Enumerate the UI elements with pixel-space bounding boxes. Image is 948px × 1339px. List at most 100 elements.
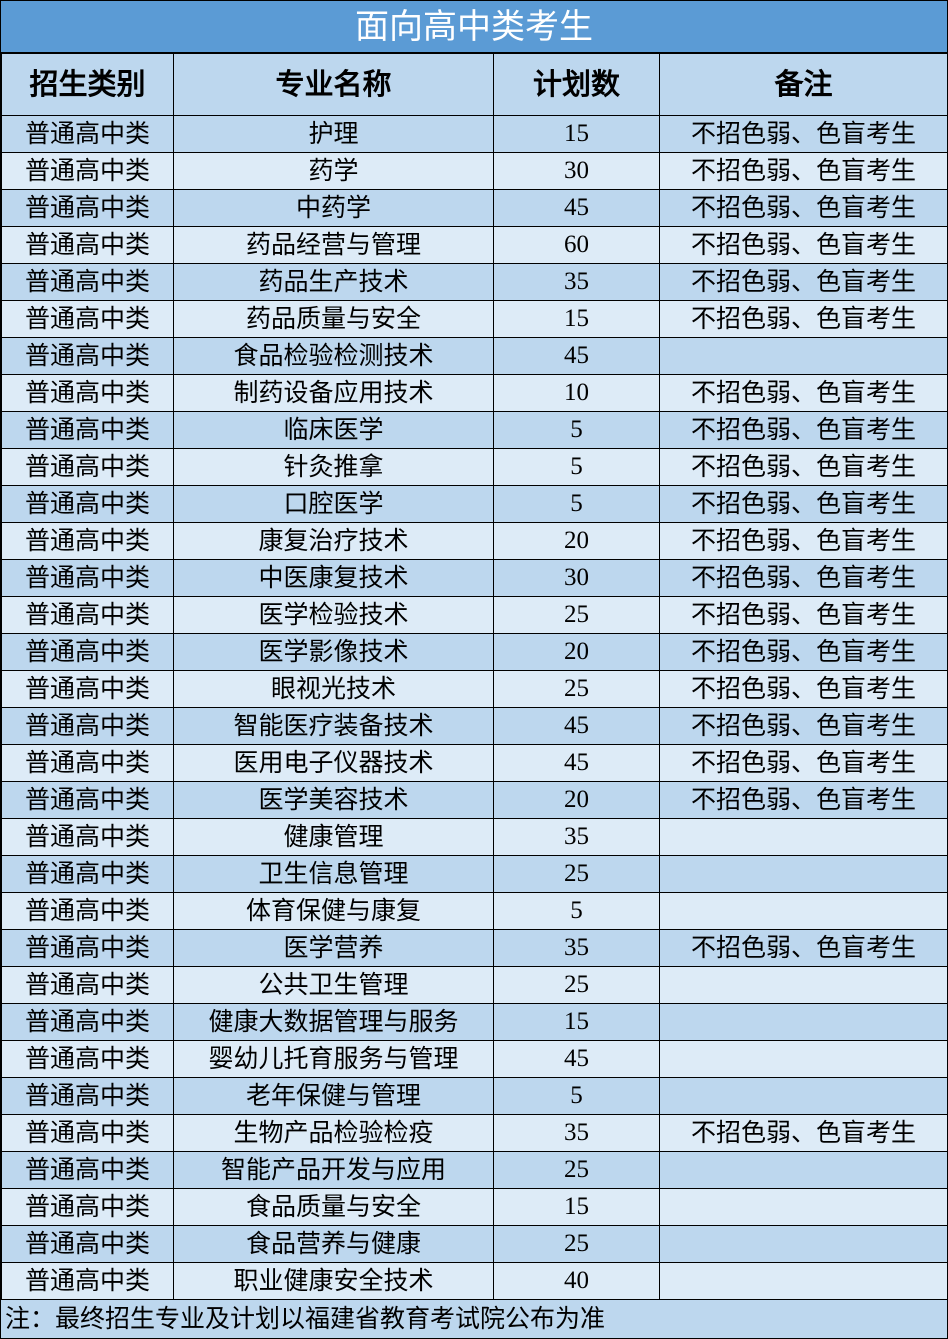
cell-plan-count: 20	[493, 633, 660, 671]
cell-major: 食品质量与安全	[173, 1188, 494, 1226]
cell-category: 普通高中类	[1, 744, 174, 782]
cell-remarks: 不招色弱、色盲考生	[659, 559, 948, 597]
cell-category: 普通高中类	[1, 411, 174, 449]
cell-plan-count: 25	[493, 596, 660, 634]
cell-remarks: 不招色弱、色盲考生	[659, 448, 948, 486]
cell-major: 健康管理	[173, 818, 494, 856]
table-row: 普通高中类 医学美容技术 20 不招色弱、色盲考生	[1, 781, 948, 819]
cell-category: 普通高中类	[1, 374, 174, 412]
cell-plan-count: 30	[493, 152, 660, 190]
cell-remarks: 不招色弱、色盲考生	[659, 1114, 948, 1152]
cell-remarks: 不招色弱、色盲考生	[659, 744, 948, 782]
cell-major: 智能产品开发与应用	[173, 1151, 494, 1189]
cell-remarks: 不招色弱、色盲考生	[659, 189, 948, 227]
enrollment-table: 招生类别 专业名称 计划数 备注 普通高中类 护理 15 不招色弱、色盲考生 普通高中类…	[1, 53, 948, 1300]
table-row: 普通高中类 医学营养 35 不招色弱、色盲考生	[1, 929, 948, 967]
cell-remarks	[659, 1188, 948, 1226]
footer-note: 注：最终招生专业及计划以福建省教育考试院公布为准	[1, 1300, 947, 1338]
cell-remarks: 不招色弱、色盲考生	[659, 226, 948, 264]
cell-category: 普通高中类	[1, 300, 174, 338]
table-row: 普通高中类 健康管理 35	[1, 818, 948, 856]
cell-remarks: 不招色弱、色盲考生	[659, 522, 948, 560]
table-row: 普通高中类 食品检验检测技术 45	[1, 337, 948, 375]
cell-remarks	[659, 966, 948, 1004]
cell-category: 普通高中类	[1, 115, 174, 153]
table-row: 普通高中类 医学影像技术 20 不招色弱、色盲考生	[1, 633, 948, 671]
cell-plan-count: 25	[493, 966, 660, 1004]
cell-major: 医学检验技术	[173, 596, 494, 634]
table-title: 面向高中类考生	[1, 1, 947, 53]
cell-remarks: 不招色弱、色盲考生	[659, 411, 948, 449]
cell-plan-count: 5	[493, 1077, 660, 1115]
cell-remarks: 不招色弱、色盲考生	[659, 633, 948, 671]
cell-category: 普通高中类	[1, 337, 174, 375]
cell-category: 普通高中类	[1, 1003, 174, 1041]
cell-major: 医用电子仪器技术	[173, 744, 494, 782]
cell-category: 普通高中类	[1, 1040, 174, 1078]
cell-plan-count: 5	[493, 485, 660, 523]
cell-category: 普通高中类	[1, 966, 174, 1004]
cell-category: 普通高中类	[1, 818, 174, 856]
cell-major: 药品质量与安全	[173, 300, 494, 338]
table-row: 普通高中类 药品生产技术 35 不招色弱、色盲考生	[1, 263, 948, 301]
cell-category: 普通高中类	[1, 1262, 174, 1300]
cell-plan-count: 45	[493, 189, 660, 227]
cell-remarks: 不招色弱、色盲考生	[659, 300, 948, 338]
cell-category: 普通高中类	[1, 1225, 174, 1263]
cell-category: 普通高中类	[1, 1077, 174, 1115]
table-row: 普通高中类 口腔医学 5 不招色弱、色盲考生	[1, 485, 948, 523]
table-row: 普通高中类 药品经营与管理 60 不招色弱、色盲考生	[1, 226, 948, 264]
cell-plan-count: 45	[493, 707, 660, 745]
cell-plan-count: 5	[493, 411, 660, 449]
cell-major: 中药学	[173, 189, 494, 227]
cell-remarks	[659, 1077, 948, 1115]
cell-plan-count: 5	[493, 892, 660, 930]
cell-major: 口腔医学	[173, 485, 494, 523]
table-row: 普通高中类 康复治疗技术 20 不招色弱、色盲考生	[1, 522, 948, 560]
cell-plan-count: 35	[493, 263, 660, 301]
cell-category: 普通高中类	[1, 559, 174, 597]
table-row: 普通高中类 婴幼儿托育服务与管理 45	[1, 1040, 948, 1078]
cell-major: 制药设备应用技术	[173, 374, 494, 412]
cell-remarks	[659, 337, 948, 375]
header-row: 招生类别 专业名称 计划数 备注	[1, 53, 948, 116]
cell-major: 眼视光技术	[173, 670, 494, 708]
cell-category: 普通高中类	[1, 263, 174, 301]
cell-remarks: 不招色弱、色盲考生	[659, 374, 948, 412]
cell-remarks	[659, 818, 948, 856]
cell-remarks: 不招色弱、色盲考生	[659, 707, 948, 745]
cell-major: 婴幼儿托育服务与管理	[173, 1040, 494, 1078]
cell-plan-count: 20	[493, 522, 660, 560]
cell-remarks	[659, 1151, 948, 1189]
cell-category: 普通高中类	[1, 670, 174, 708]
table-row: 普通高中类 针灸推拿 5 不招色弱、色盲考生	[1, 448, 948, 486]
cell-plan-count: 35	[493, 1114, 660, 1152]
cell-major: 职业健康安全技术	[173, 1262, 494, 1300]
cell-plan-count: 60	[493, 226, 660, 264]
cell-major: 康复治疗技术	[173, 522, 494, 560]
table-row: 普通高中类 体育保健与康复 5	[1, 892, 948, 930]
cell-remarks	[659, 1225, 948, 1263]
cell-plan-count: 15	[493, 1003, 660, 1041]
table-row: 普通高中类 健康大数据管理与服务 15	[1, 1003, 948, 1041]
table-row: 普通高中类 食品质量与安全 15	[1, 1188, 948, 1226]
cell-remarks	[659, 1262, 948, 1300]
table-row: 普通高中类 医学检验技术 25 不招色弱、色盲考生	[1, 596, 948, 634]
cell-remarks	[659, 892, 948, 930]
table-row: 普通高中类 智能医疗装备技术 45 不招色弱、色盲考生	[1, 707, 948, 745]
table-row: 普通高中类 制药设备应用技术 10 不招色弱、色盲考生	[1, 374, 948, 412]
cell-plan-count: 30	[493, 559, 660, 597]
table-row: 普通高中类 医用电子仪器技术 45 不招色弱、色盲考生	[1, 744, 948, 782]
cell-remarks: 不招色弱、色盲考生	[659, 485, 948, 523]
cell-major: 食品检验检测技术	[173, 337, 494, 375]
cell-remarks: 不招色弱、色盲考生	[659, 670, 948, 708]
cell-remarks	[659, 1003, 948, 1041]
table-row: 普通高中类 老年保健与管理 5	[1, 1077, 948, 1115]
table-row: 普通高中类 智能产品开发与应用 25	[1, 1151, 948, 1189]
cell-major: 临床医学	[173, 411, 494, 449]
cell-plan-count: 35	[493, 929, 660, 967]
cell-major: 体育保健与康复	[173, 892, 494, 930]
header-category: 招生类别	[1, 53, 174, 116]
cell-remarks: 不招色弱、色盲考生	[659, 781, 948, 819]
